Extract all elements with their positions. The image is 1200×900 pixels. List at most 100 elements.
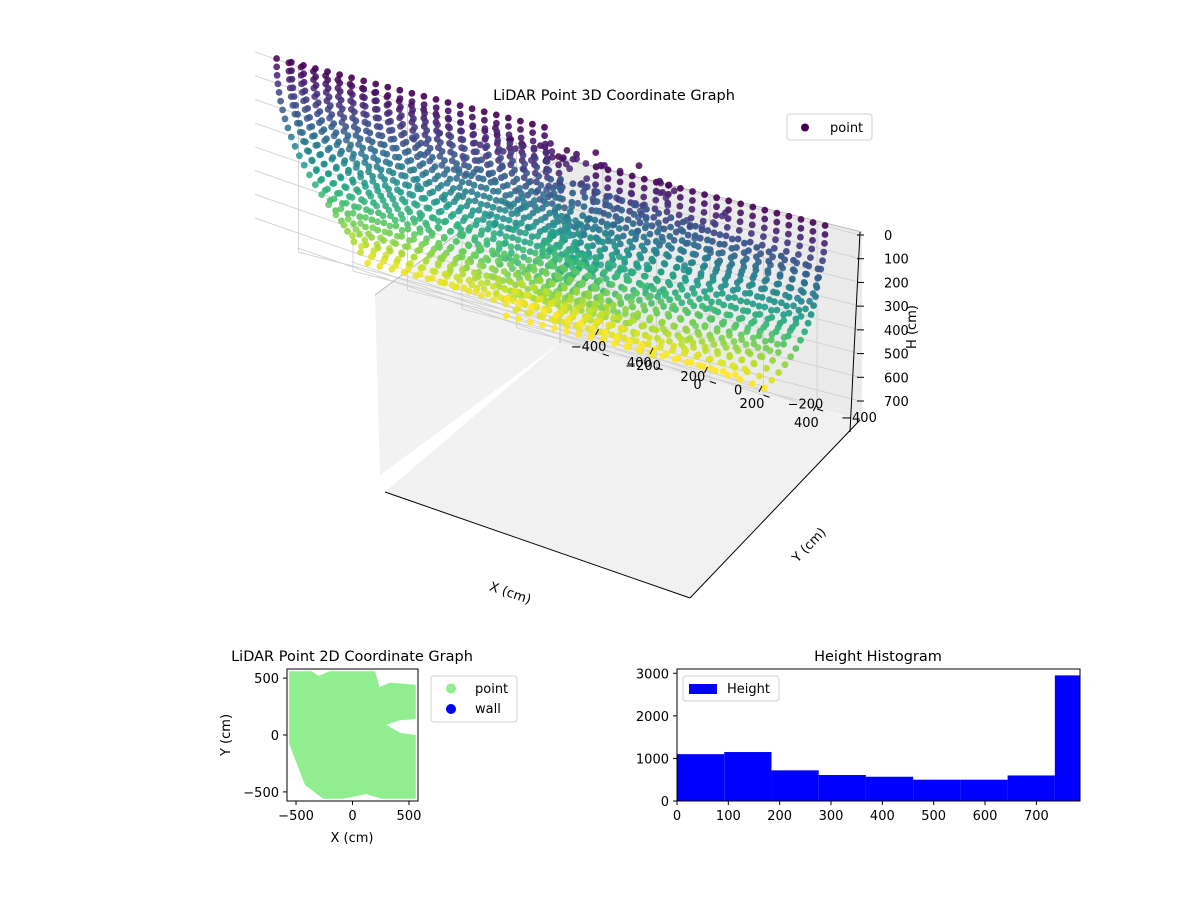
point-marker <box>520 214 528 222</box>
point-marker <box>525 178 533 186</box>
chart3d-title: LiDAR Point 3D Coordinate Graph <box>493 88 735 104</box>
point-marker <box>761 384 768 392</box>
x-tick-label: 200 <box>767 809 792 824</box>
point-marker <box>313 90 321 98</box>
point-marker <box>479 175 487 183</box>
point-marker <box>318 191 326 199</box>
point-marker <box>713 194 720 202</box>
point-marker <box>616 225 623 232</box>
point-marker <box>569 180 577 188</box>
point-marker <box>741 239 748 247</box>
point-marker <box>458 248 466 256</box>
point-marker <box>741 365 749 373</box>
point-marker <box>713 347 721 355</box>
point-marker <box>710 341 718 348</box>
point-marker <box>666 233 674 240</box>
point-marker <box>405 182 413 190</box>
point-marker <box>689 188 696 195</box>
point-marker <box>620 334 628 342</box>
point-marker <box>813 284 821 291</box>
point-marker <box>453 175 460 182</box>
point-marker <box>500 268 508 275</box>
point-marker <box>620 285 628 293</box>
point-marker <box>552 251 559 259</box>
point-marker <box>586 307 594 315</box>
point-marker <box>563 321 571 329</box>
point-marker <box>546 209 554 217</box>
point-marker <box>313 166 320 173</box>
point-marker <box>591 300 599 308</box>
point-marker <box>477 280 485 287</box>
point-marker <box>725 294 732 302</box>
point-marker <box>489 169 497 177</box>
point-marker <box>446 175 454 183</box>
point-marker <box>455 169 463 177</box>
point-marker <box>536 276 544 283</box>
point-marker <box>539 321 546 329</box>
point-marker <box>605 260 612 267</box>
point-marker <box>467 172 475 180</box>
point-marker <box>573 155 580 163</box>
point-marker <box>288 67 295 75</box>
point-marker <box>396 86 404 94</box>
point-marker <box>580 226 587 234</box>
point-marker <box>573 288 580 296</box>
point-marker <box>657 268 665 276</box>
point-marker <box>446 124 453 132</box>
point-marker <box>524 266 532 274</box>
point-marker <box>289 84 297 92</box>
point-marker <box>783 302 790 310</box>
point-marker <box>344 215 352 223</box>
point-marker <box>675 255 683 263</box>
point-marker <box>406 208 414 216</box>
point-marker <box>723 224 731 231</box>
point-marker <box>300 62 307 69</box>
y-tick-label: −500 <box>243 786 279 801</box>
point-marker <box>703 294 710 302</box>
y-tick-label: 400 <box>627 356 652 371</box>
point-marker <box>493 119 500 127</box>
point-marker <box>433 112 441 120</box>
point-marker <box>302 96 310 103</box>
hist-axes-frame <box>676 668 1081 802</box>
point-marker <box>617 264 625 272</box>
point-marker <box>364 259 372 267</box>
point-marker <box>579 212 587 220</box>
point-marker <box>292 101 300 109</box>
point-marker <box>652 306 660 314</box>
point-marker <box>508 210 516 218</box>
point-marker <box>551 324 558 332</box>
point-marker <box>300 70 307 78</box>
point-marker <box>802 270 809 278</box>
point-marker <box>654 277 661 285</box>
x-tick-label: 0 <box>348 809 356 824</box>
point-marker <box>296 120 304 127</box>
point-marker <box>385 100 392 108</box>
point-marker <box>419 264 427 272</box>
point-marker <box>402 138 410 146</box>
point-marker <box>635 162 643 170</box>
point-marker <box>749 300 757 308</box>
point-marker <box>361 179 368 187</box>
point-marker <box>593 198 601 206</box>
point-marker <box>628 243 636 251</box>
point-marker <box>768 307 775 314</box>
point-marker <box>518 143 526 150</box>
point-marker <box>592 172 600 180</box>
x-tick-label: 0 <box>673 809 681 824</box>
hist-legend: Height <box>682 675 780 702</box>
point-marker <box>390 135 398 143</box>
point-marker <box>312 181 319 189</box>
point-marker <box>604 184 611 192</box>
point-marker <box>486 220 493 228</box>
point-marker <box>312 73 319 81</box>
point-marker <box>646 314 654 322</box>
point-marker <box>689 250 697 258</box>
point-marker <box>349 209 357 217</box>
point-marker <box>523 169 530 177</box>
point-marker <box>374 218 381 226</box>
point-marker <box>411 124 418 131</box>
point-marker <box>453 194 461 202</box>
point-marker <box>517 117 524 125</box>
point-marker <box>566 276 574 284</box>
